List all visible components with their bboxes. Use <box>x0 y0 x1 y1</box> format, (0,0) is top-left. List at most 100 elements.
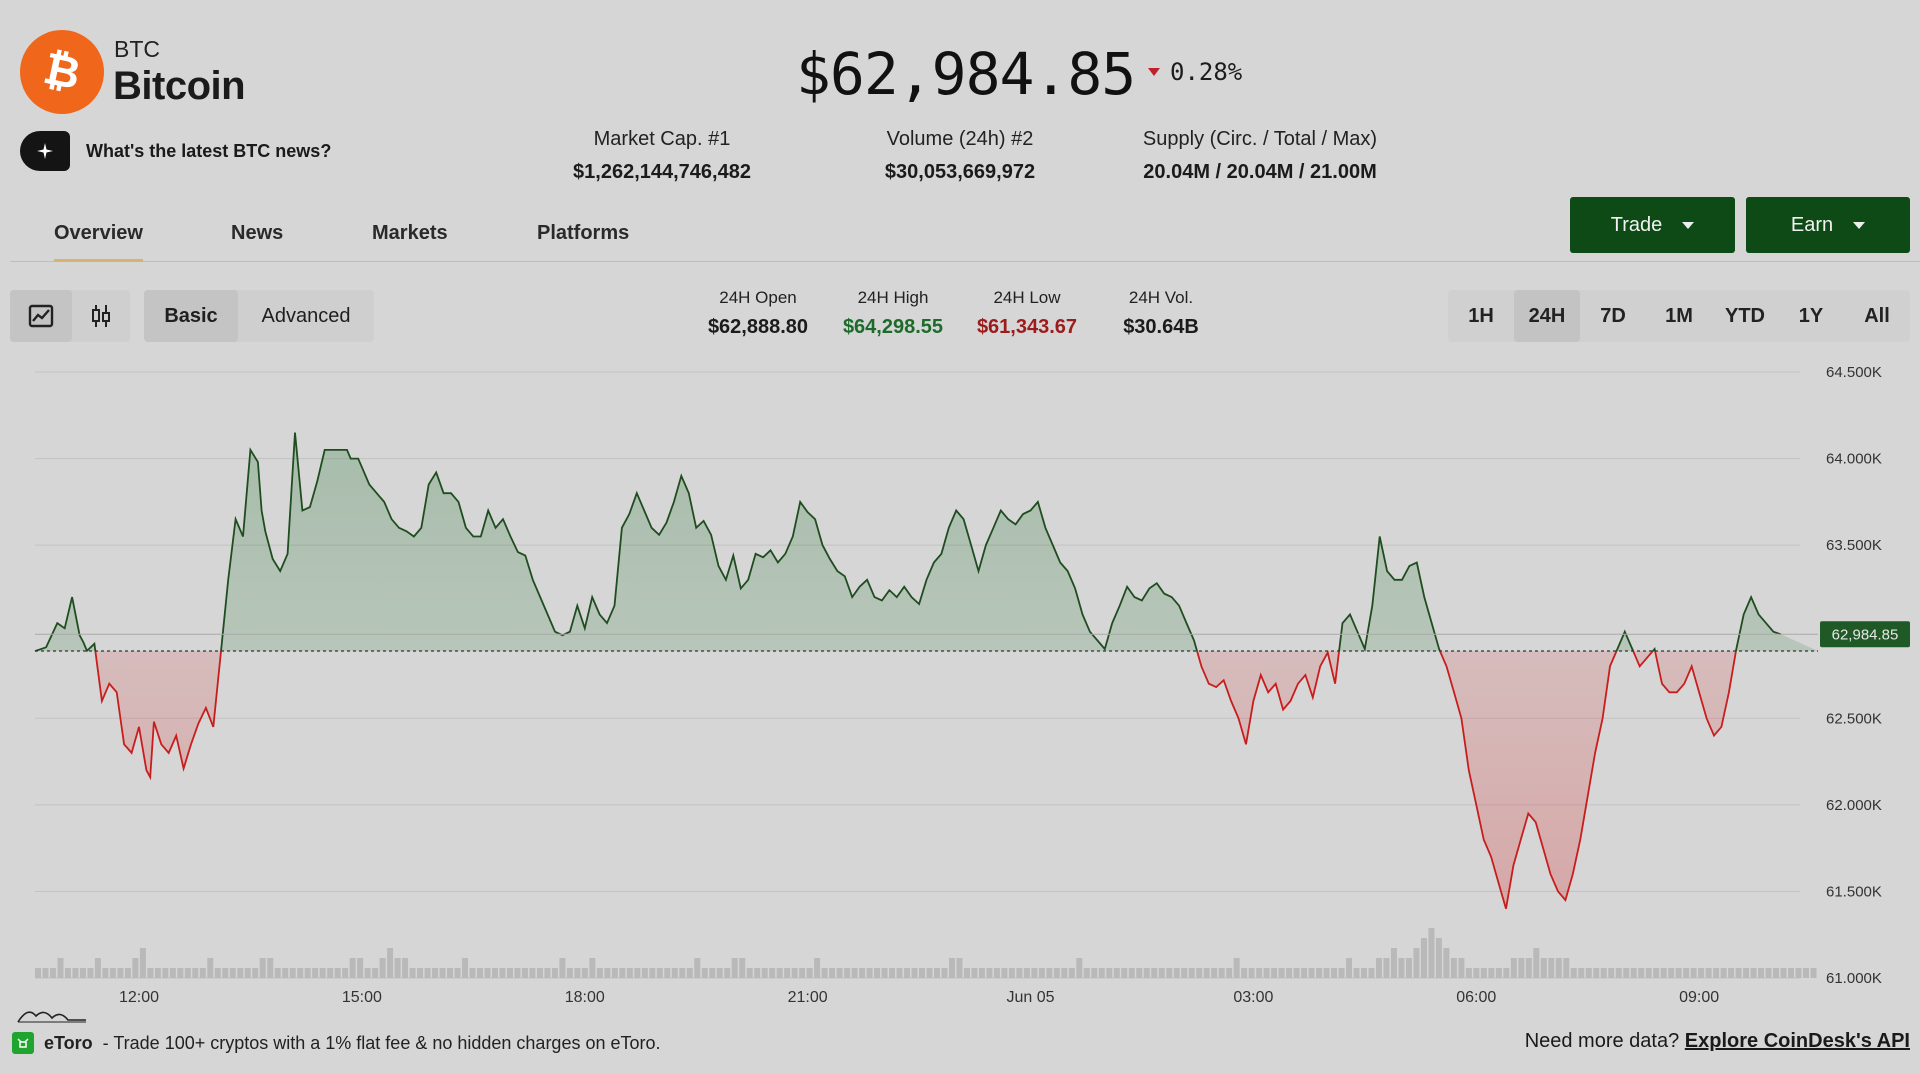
earn-button[interactable]: Earn <box>1746 197 1910 253</box>
volume-bar <box>859 968 866 978</box>
volume-bar <box>1023 968 1030 978</box>
volume-bar <box>671 968 678 978</box>
volume-bar <box>911 968 918 978</box>
volume-bar <box>1076 958 1083 978</box>
tab-overview[interactable]: Overview <box>54 222 143 262</box>
volume-bar <box>551 968 558 978</box>
volume-bar <box>1675 968 1682 978</box>
volume-bar <box>491 968 498 978</box>
volume-bar <box>1113 968 1120 978</box>
volume-bar <box>1046 968 1053 978</box>
volume-bar <box>536 968 543 978</box>
volume-bar <box>709 968 716 978</box>
volume-bar <box>117 968 124 978</box>
tab-news[interactable]: News <box>231 222 284 244</box>
volume-bar <box>1188 968 1195 978</box>
volume-bar <box>1630 968 1637 978</box>
mode-basic-button[interactable]: Basic <box>144 290 238 342</box>
volume-bar <box>1136 968 1143 978</box>
volume-bar <box>1316 968 1323 978</box>
volume-bar <box>147 968 154 978</box>
volume-bar <box>1331 968 1338 978</box>
volume-bar <box>424 968 431 978</box>
range-1h-button[interactable]: 1H <box>1468 304 1494 327</box>
volume-bar <box>1181 968 1188 978</box>
volume-bar <box>1001 968 1008 978</box>
volume-bar <box>319 968 326 978</box>
volume-bar <box>154 968 161 978</box>
volume-bar <box>739 958 746 978</box>
volume-bar <box>1413 948 1420 978</box>
volume-bar <box>1473 968 1480 978</box>
coin-symbol: BTC <box>114 36 160 62</box>
x-axis-label: 06:00 <box>1456 989 1496 1006</box>
y-axis-label: 61.000K <box>1826 970 1882 987</box>
volume-bar <box>1308 968 1315 978</box>
volume-bar <box>184 968 191 978</box>
volume-bar <box>1743 968 1750 978</box>
volume-bar <box>941 968 948 978</box>
etoro-ad[interactable]: eToro - Trade 100+ cryptos with a 1% fla… <box>12 1022 661 1064</box>
volume-bar <box>1728 968 1735 978</box>
coin-name: Bitcoin <box>113 64 246 108</box>
stat-volume: Volume (24h) #2 $30,053,669,972 <box>860 128 1060 184</box>
tab-platforms[interactable]: Platforms <box>537 222 630 244</box>
volume-bar <box>409 968 416 978</box>
volume-bar <box>1128 968 1135 978</box>
stat-label: Supply (Circ. / Total / Max) <box>1142 128 1378 150</box>
volume-bar <box>1008 968 1015 978</box>
range-1y-button[interactable]: 1Y <box>1798 304 1824 327</box>
more-data: Need more data? Explore CoinDesk's API <box>1525 1030 1910 1053</box>
mode-advanced-button[interactable]: Advanced <box>261 304 351 327</box>
x-axis-label: 21:00 <box>788 989 828 1006</box>
volume-bar <box>274 968 281 978</box>
volume-bar <box>177 968 184 978</box>
volume-bar <box>1158 968 1165 978</box>
volume-bar <box>581 968 588 978</box>
volume-bar <box>432 968 439 978</box>
x-axis-label: 09:00 <box>1679 989 1719 1006</box>
volume-bar <box>192 968 199 978</box>
volume-bar <box>462 958 469 978</box>
volume-bar <box>207 958 214 978</box>
volume-bar <box>387 948 394 978</box>
volume-bar <box>162 968 169 978</box>
candlestick-icon[interactable] <box>72 290 130 342</box>
volume-bar <box>776 968 783 978</box>
volume-bar <box>1398 958 1405 978</box>
trade-label: Trade <box>1610 213 1663 236</box>
range-ytd-button[interactable]: YTD <box>1725 304 1765 327</box>
volume-bar <box>1151 968 1158 978</box>
volume-bar <box>87 968 94 978</box>
price-chart[interactable]: 64.500K 64.000K 63.500K 62.500K 62.000K 61.50… <box>0 350 1920 1010</box>
range-24h-button[interactable]: 24H <box>1514 290 1580 342</box>
x-axis-label: Jun 05 <box>1006 989 1054 1006</box>
volume-bar <box>514 968 521 978</box>
volume-bar <box>1286 968 1293 978</box>
volume-bar <box>289 968 296 978</box>
volume-bar <box>1750 968 1757 978</box>
range-7d-button[interactable]: 7D <box>1600 304 1626 327</box>
range-1m-button[interactable]: 1M <box>1665 304 1693 327</box>
tab-markets[interactable]: Markets <box>372 222 448 244</box>
volume-bar <box>304 968 311 978</box>
volume-bar <box>1443 948 1450 978</box>
explore-api-link[interactable]: Explore CoinDesk's API <box>1684 1030 1910 1052</box>
line-chart-icon[interactable] <box>10 290 72 342</box>
volume-bar <box>986 968 993 978</box>
volume-bar <box>102 968 109 978</box>
volume-bar <box>1578 968 1585 978</box>
volume-bar <box>1795 968 1802 978</box>
volume-bar <box>1098 968 1105 978</box>
trade-button[interactable]: Trade <box>1570 197 1735 253</box>
volume-bar <box>267 958 274 978</box>
volume-bar <box>611 968 618 978</box>
ai-news-prompt-button[interactable]: What's the latest BTC news? <box>20 130 347 172</box>
range-all-button[interactable]: All <box>1864 304 1890 327</box>
volume-bar <box>1435 938 1442 978</box>
volume-bar <box>679 968 686 978</box>
volume-bar <box>904 968 911 978</box>
volume-bar <box>993 968 1000 978</box>
volume-bar <box>1810 968 1817 978</box>
volume-bar <box>1203 968 1210 978</box>
